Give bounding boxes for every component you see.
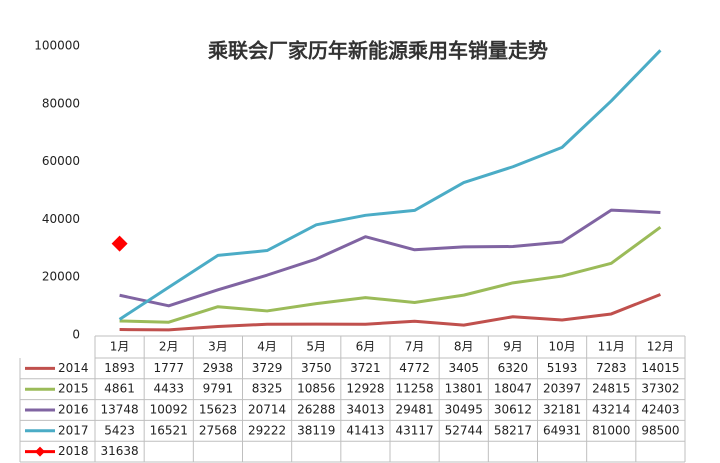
table-value: 7283 — [596, 361, 627, 375]
table-value: 42403 — [641, 403, 679, 417]
table-value: 8325 — [252, 382, 283, 396]
table-value: 98500 — [641, 423, 679, 437]
x-tick-label: 8月 — [454, 340, 474, 354]
table-value: 3721 — [350, 361, 381, 375]
table-value: 16521 — [150, 423, 188, 437]
table-value: 10092 — [150, 403, 188, 417]
point-marker — [111, 235, 128, 252]
x-tick-label: 1月 — [110, 340, 130, 354]
table-value: 29481 — [395, 403, 433, 417]
x-tick-label: 12月 — [647, 340, 674, 354]
y-tick-label: 80000 — [42, 96, 80, 110]
table-value: 81000 — [592, 423, 630, 437]
series-line — [118, 49, 662, 321]
table-value: 58217 — [494, 423, 532, 437]
table-value: 15623 — [199, 403, 237, 417]
x-tick-label: 2月 — [159, 340, 179, 354]
legend-label: 2016 — [58, 403, 89, 417]
table-value: 2938 — [203, 361, 234, 375]
table-value: 3405 — [448, 361, 479, 375]
table-value: 34013 — [346, 403, 384, 417]
table-value: 5193 — [547, 361, 578, 375]
legend-label: 2014 — [58, 361, 89, 375]
table-value: 32181 — [543, 403, 581, 417]
x-tick-label: 10月 — [548, 340, 575, 354]
series-line — [119, 293, 661, 332]
x-tick-label: 3月 — [208, 340, 228, 354]
table-value: 27568 — [199, 423, 237, 437]
table-value: 52744 — [445, 423, 483, 437]
x-tick-label: 9月 — [503, 340, 523, 354]
table-value: 24815 — [592, 382, 630, 396]
table-value: 26288 — [297, 403, 335, 417]
table-value: 4433 — [153, 382, 184, 396]
table-value: 30612 — [494, 403, 532, 417]
table-value: 13801 — [445, 382, 483, 396]
table-value: 20714 — [248, 403, 286, 417]
table-value: 43117 — [395, 423, 433, 437]
table-value: 37302 — [641, 382, 679, 396]
y-tick-label: 20000 — [42, 270, 80, 284]
y-tick-label: 100000 — [34, 39, 80, 53]
table-value: 6320 — [498, 361, 529, 375]
table-value: 1893 — [104, 361, 135, 375]
y-tick-label: 0 — [72, 328, 80, 342]
table-value: 43214 — [592, 403, 630, 417]
table-value: 41413 — [346, 423, 384, 437]
legend-label: 2015 — [58, 382, 89, 396]
x-tick-label: 11月 — [598, 340, 625, 354]
table-value: 4861 — [104, 382, 135, 396]
table-value: 12928 — [346, 382, 384, 396]
table-value: 1777 — [153, 361, 184, 375]
table-value: 38119 — [297, 423, 335, 437]
x-tick-label: 7月 — [405, 340, 425, 354]
table-value: 18047 — [494, 382, 532, 396]
table-value: 11258 — [395, 382, 433, 396]
y-tick-label: 60000 — [42, 154, 80, 168]
y-tick-label: 40000 — [42, 212, 80, 226]
series-line — [119, 208, 661, 308]
legend-label: 2017 — [58, 423, 89, 437]
table-value: 64931 — [543, 423, 581, 437]
table-value: 5423 — [104, 423, 135, 437]
table-value: 31638 — [100, 444, 138, 458]
table-value: 30495 — [445, 403, 483, 417]
legend-label: 2018 — [58, 444, 89, 458]
table-value: 3750 — [301, 361, 332, 375]
table-value: 14015 — [641, 361, 679, 375]
chart-title: 乘联会厂家历年新能源乘用车销量走势 — [207, 39, 548, 63]
legend-marker — [35, 446, 45, 457]
table-value: 29222 — [248, 423, 286, 437]
x-tick-label: 6月 — [356, 340, 376, 354]
table-value: 20397 — [543, 382, 581, 396]
table-value: 10856 — [297, 382, 335, 396]
table-value: 9791 — [203, 382, 234, 396]
series-line — [119, 225, 662, 324]
x-tick-label: 4月 — [257, 340, 277, 354]
table-value: 13748 — [100, 403, 138, 417]
table-value: 3729 — [252, 361, 283, 375]
table-value: 4772 — [399, 361, 430, 375]
x-tick-label: 5月 — [306, 340, 326, 354]
